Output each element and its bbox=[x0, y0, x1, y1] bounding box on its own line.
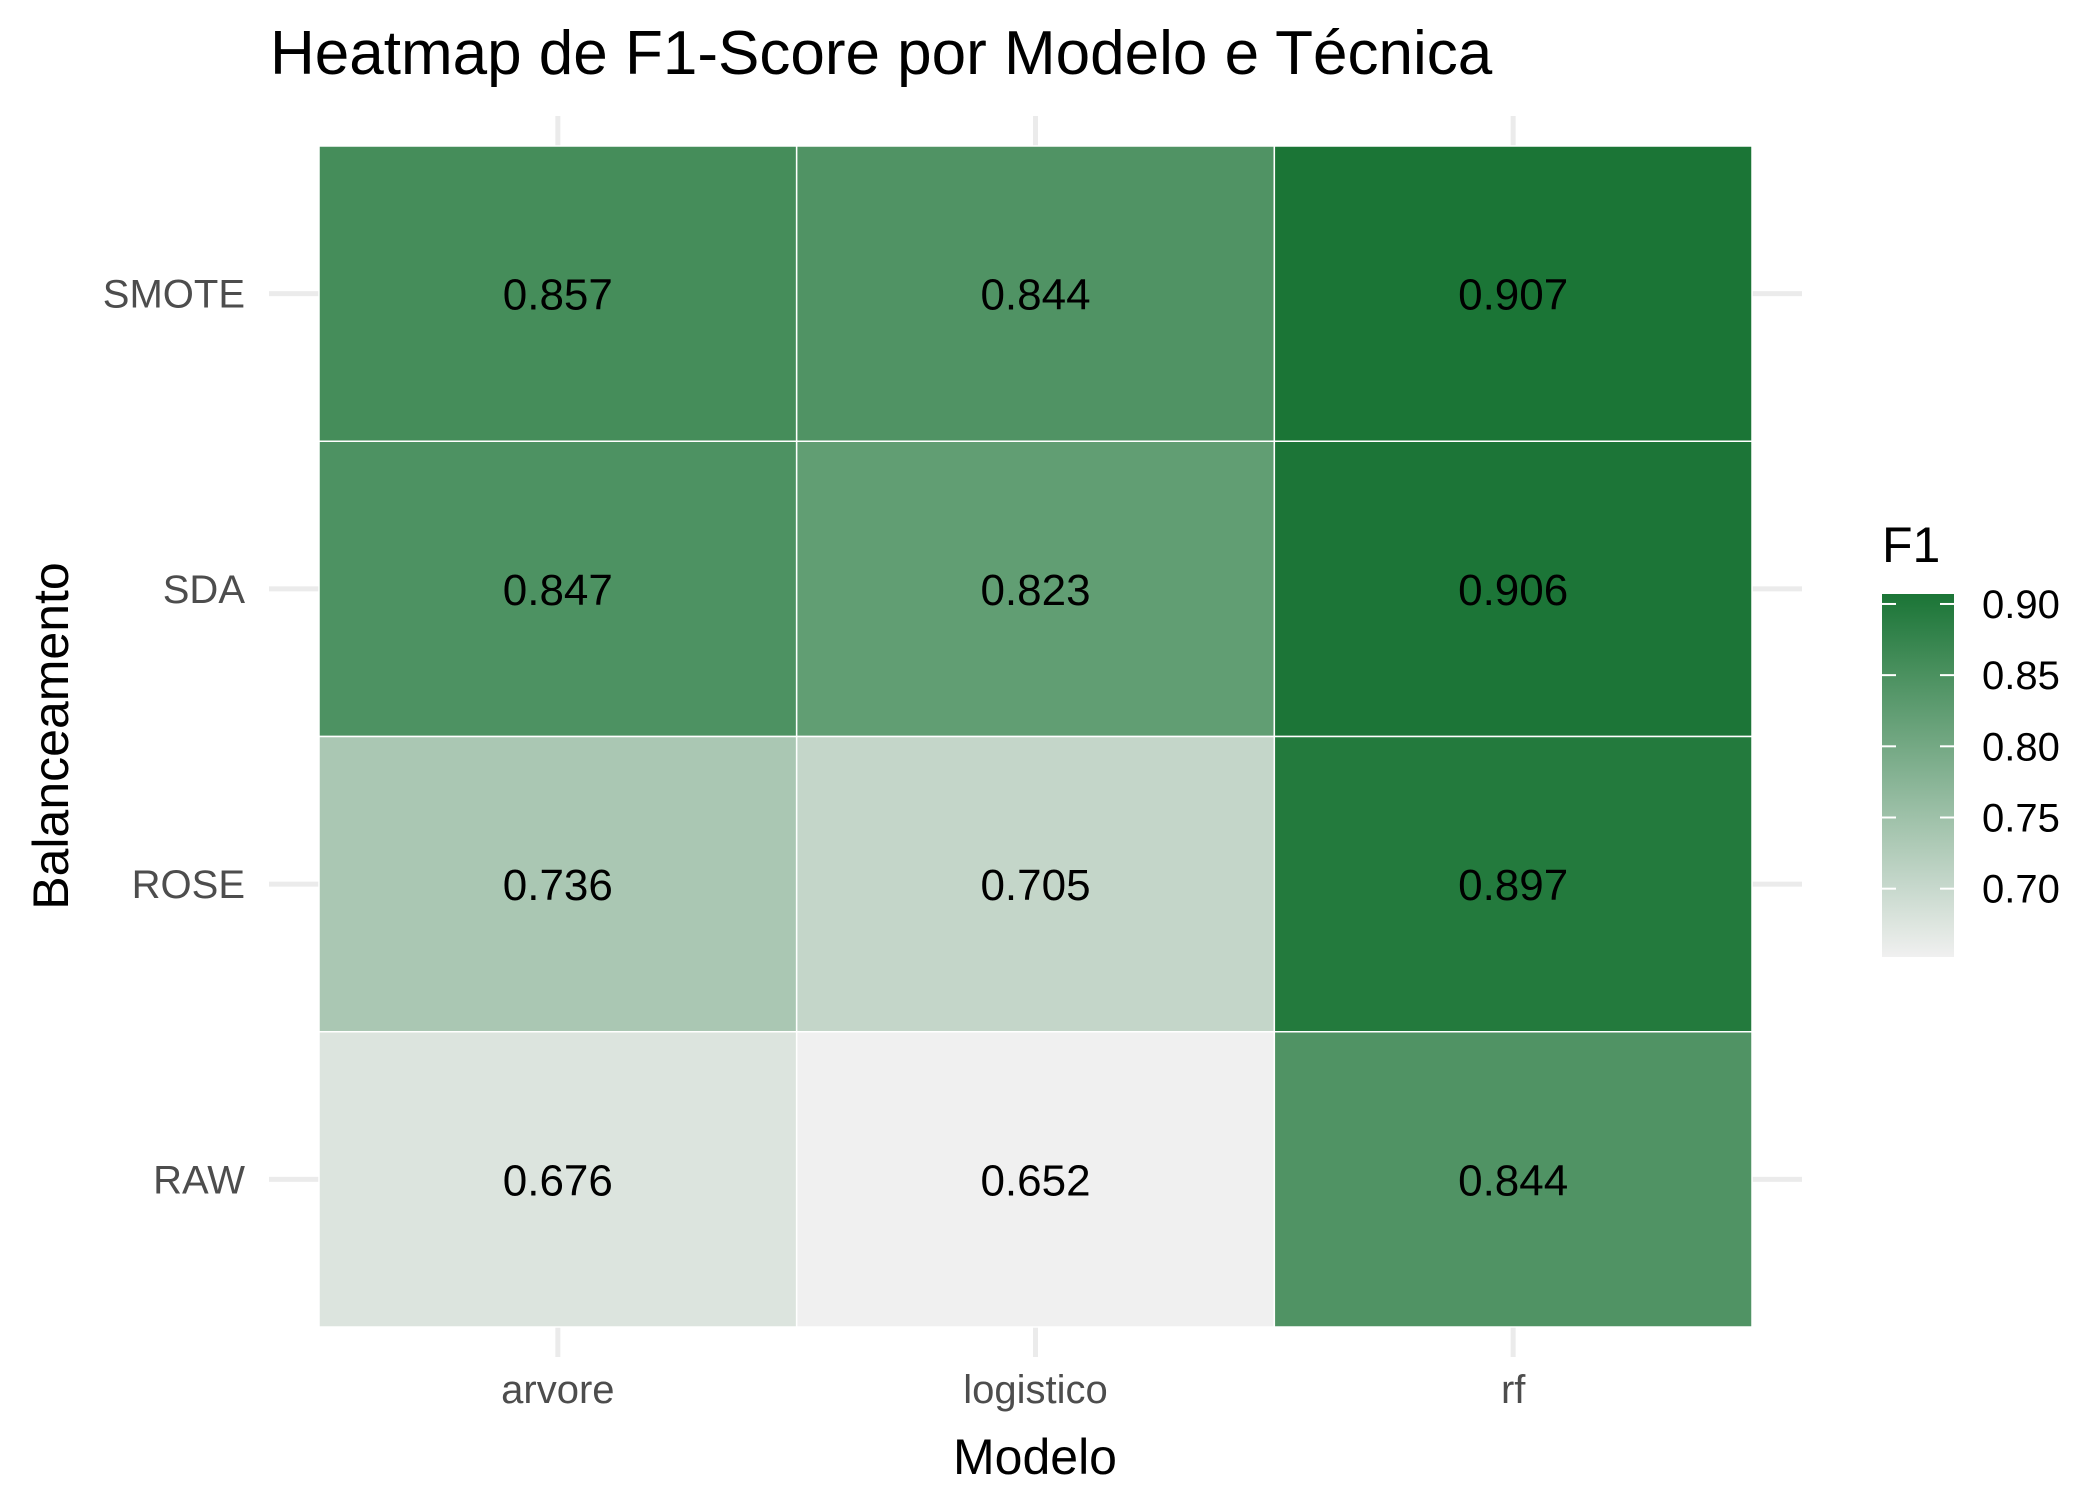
x-tick-label: logistico bbox=[963, 1368, 1108, 1412]
chart-title: Heatmap de F1-Score por Modelo e Técnica bbox=[270, 19, 1493, 88]
color-legend: 0.90 0.85 0.80 0.75 0.70 bbox=[1882, 583, 2060, 957]
y-tick-label: RAW bbox=[153, 1158, 245, 1202]
y-tick-label: ROSE bbox=[132, 863, 245, 907]
heatmap-cell bbox=[318, 735, 798, 1033]
cell-value-label: 0.844 bbox=[1458, 1156, 1568, 1205]
x-axis-title: Modelo bbox=[953, 1429, 1117, 1485]
cell-value-label: 0.705 bbox=[980, 861, 1090, 910]
heatmap-cell bbox=[1273, 735, 1753, 1033]
heatmap-cell-labels: 0.857 0.844 0.907 0.847 0.823 0.906 0.736 0.705… bbox=[503, 271, 1568, 1206]
legend-tick-label: 0.70 bbox=[1982, 868, 2060, 912]
heatmap-cells bbox=[318, 145, 1753, 1328]
cell-value-label: 0.857 bbox=[503, 271, 613, 320]
heatmap-cell bbox=[795, 440, 1276, 738]
x-tick-label: rf bbox=[1501, 1368, 1526, 1412]
cell-value-label: 0.676 bbox=[503, 1156, 613, 1205]
y-tick-label: SDA bbox=[163, 568, 246, 612]
legend-tick-label: 0.75 bbox=[1982, 796, 2060, 840]
cell-value-label: 0.736 bbox=[503, 861, 613, 910]
heatmap-cell bbox=[318, 440, 798, 738]
legend-tick-label: 0.85 bbox=[1982, 654, 2060, 698]
heatmap-cell bbox=[1273, 1031, 1753, 1328]
heatmap-cell bbox=[795, 145, 1276, 442]
cell-value-label: 0.844 bbox=[980, 271, 1090, 320]
cell-value-label: 0.847 bbox=[503, 566, 613, 615]
y-axis-tick-labels: SMOTE SDA ROSE RAW bbox=[103, 273, 246, 1203]
legend-color-bar bbox=[1882, 594, 1954, 957]
cell-value-label: 0.906 bbox=[1458, 566, 1568, 615]
cell-value-label: 0.823 bbox=[980, 566, 1090, 615]
x-tick-label: arvore bbox=[501, 1368, 614, 1412]
heatmap-cell bbox=[795, 1031, 1276, 1328]
legend-title: F1 bbox=[1882, 517, 1940, 573]
heatmap-cell bbox=[1273, 440, 1753, 738]
y-axis-title: Balanceamento bbox=[23, 562, 79, 909]
y-tick-label: SMOTE bbox=[103, 273, 245, 317]
cell-value-label: 0.652 bbox=[980, 1156, 1090, 1205]
heatmap-cell bbox=[795, 735, 1276, 1033]
cell-value-label: 0.907 bbox=[1458, 271, 1568, 320]
heatmap-cell bbox=[318, 1031, 798, 1328]
cell-value-label: 0.897 bbox=[1458, 861, 1568, 910]
legend-tick-label: 0.80 bbox=[1982, 725, 2060, 769]
x-axis-tick-labels: arvore logistico rf bbox=[501, 1368, 1526, 1412]
heatmap-cell bbox=[1273, 145, 1753, 442]
legend-tick-label: 0.90 bbox=[1982, 583, 2060, 627]
